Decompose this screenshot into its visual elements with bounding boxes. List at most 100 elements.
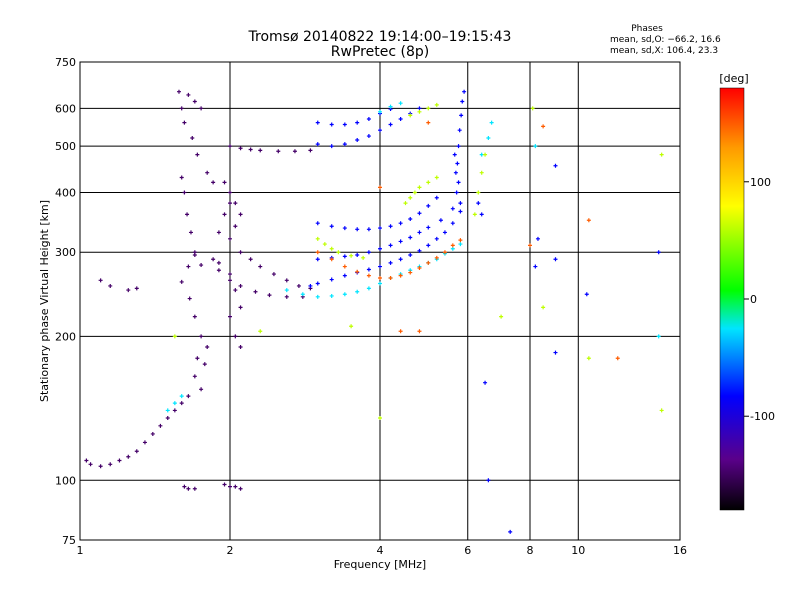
data-point [117, 458, 122, 463]
data-point [342, 254, 347, 259]
data-point [355, 289, 360, 294]
data-point [486, 478, 491, 483]
data-point [238, 212, 243, 217]
data-point [253, 289, 258, 294]
data-point [284, 288, 289, 293]
data-point [456, 180, 461, 185]
data-point [479, 170, 484, 175]
data-point [315, 221, 320, 226]
data-point [408, 217, 413, 222]
data-point [134, 449, 139, 454]
data-point [434, 195, 439, 200]
data-point [228, 314, 232, 319]
data-point [533, 264, 538, 269]
data-point [179, 175, 184, 180]
data-point [186, 486, 191, 491]
y-tick-label: 400 [55, 186, 76, 199]
data-point [186, 92, 191, 97]
data-point [238, 146, 243, 151]
data-point [438, 218, 443, 223]
data-point [426, 120, 431, 125]
colorbar-ticks: 100 0 -100 [744, 176, 775, 423]
data-point [296, 283, 301, 288]
data-point [458, 238, 463, 243]
x-tick-label: 4 [377, 544, 384, 557]
data-point [398, 101, 403, 106]
data-point [172, 334, 177, 339]
y-axis-ticks: 75 100 200 300 400 500 600 750 [55, 56, 76, 547]
data-point [426, 243, 431, 248]
data-point [192, 99, 197, 104]
data-point [398, 221, 403, 226]
data-point [366, 286, 371, 291]
data-point [417, 109, 422, 114]
data-point [408, 253, 413, 258]
data-point [228, 236, 232, 241]
data-point [442, 230, 447, 235]
data-point [192, 253, 197, 258]
data-point [453, 170, 458, 175]
data-point [258, 329, 263, 334]
data-point [483, 380, 488, 385]
data-point [417, 266, 422, 271]
data-point [187, 296, 192, 301]
x-tick-label: 6 [464, 544, 471, 557]
data-point [329, 277, 334, 282]
data-point [329, 293, 334, 298]
x-axis-label: Frequency [MHz] [334, 558, 426, 571]
data-point [108, 283, 113, 288]
data-point [426, 180, 431, 185]
x-tick-label: 10 [571, 544, 585, 557]
data-point [228, 190, 232, 195]
phase-stats-heading: Phases [631, 24, 663, 34]
data-point [233, 484, 238, 489]
data-point [366, 134, 371, 139]
data-point [408, 235, 413, 240]
data-point [417, 248, 422, 253]
data-point [366, 267, 371, 272]
data-point [98, 278, 103, 283]
data-point [126, 288, 131, 293]
data-point [233, 224, 238, 229]
data-point [172, 408, 177, 413]
data-point [222, 482, 227, 487]
data-point [476, 190, 481, 195]
data-point [199, 387, 204, 392]
data-point [322, 242, 327, 247]
data-point [553, 257, 558, 262]
data-point [659, 152, 664, 157]
data-point [172, 401, 177, 406]
data-point [315, 250, 320, 255]
data-point [192, 374, 197, 379]
data-point [450, 246, 455, 251]
data-point [342, 122, 347, 127]
data-point [417, 329, 422, 334]
x-tick-label: 16 [673, 544, 687, 557]
data-point [315, 142, 320, 147]
phase-stats-o: mean, sd,O: −66.2, 16.6 [610, 35, 721, 45]
data-point [165, 415, 170, 420]
data-point [349, 253, 354, 258]
data-point [222, 212, 227, 217]
data-point [403, 201, 408, 206]
data-point [508, 529, 513, 534]
data-point [158, 423, 163, 428]
data-point [192, 314, 197, 319]
data-point [458, 201, 463, 206]
data-point [479, 152, 484, 157]
y-tick-label: 600 [55, 102, 76, 115]
data-point [355, 269, 360, 274]
data-point [228, 201, 232, 206]
colorbar [719, 87, 745, 511]
data-point [233, 334, 238, 339]
data-point [185, 212, 190, 217]
data-point [342, 273, 347, 278]
data-point [195, 152, 200, 157]
data-point [366, 273, 371, 278]
data-point [541, 305, 546, 310]
data-point [417, 211, 422, 216]
data-point [388, 275, 393, 280]
data-point [179, 106, 184, 111]
data-point [216, 260, 221, 265]
